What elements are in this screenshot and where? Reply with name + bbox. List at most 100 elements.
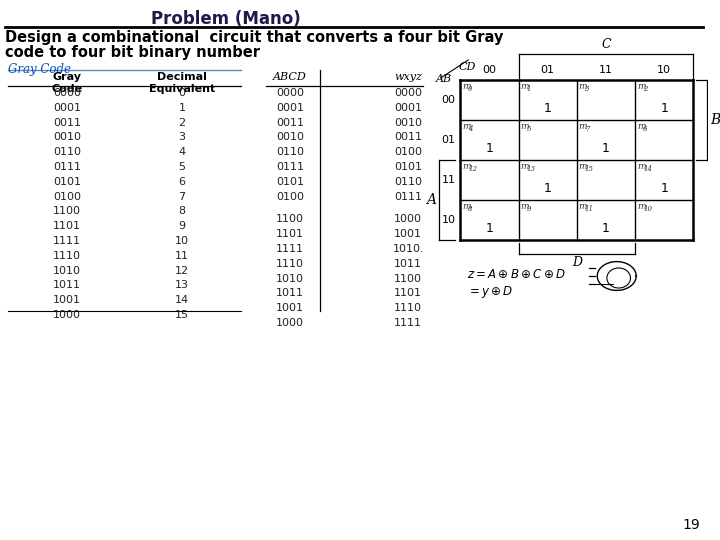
Text: 3: 3 bbox=[179, 132, 186, 143]
Text: 0000: 0000 bbox=[276, 88, 304, 98]
Text: m: m bbox=[462, 162, 471, 171]
Text: 1: 1 bbox=[485, 143, 493, 156]
Text: 1100: 1100 bbox=[53, 206, 81, 217]
Text: 0011: 0011 bbox=[394, 132, 422, 143]
Text: 1000: 1000 bbox=[394, 214, 422, 225]
Text: C: C bbox=[601, 38, 611, 51]
Text: 0001: 0001 bbox=[394, 103, 422, 113]
Text: m: m bbox=[579, 122, 588, 131]
Text: 2: 2 bbox=[179, 118, 186, 127]
Text: 1110: 1110 bbox=[276, 259, 304, 269]
Text: 10: 10 bbox=[657, 65, 671, 75]
Text: 14: 14 bbox=[175, 295, 189, 305]
Text: Design a combinational  circuit that converts a four bit Gray: Design a combinational circuit that conv… bbox=[5, 30, 503, 45]
Text: 1010.: 1010. bbox=[392, 244, 424, 254]
Text: 10: 10 bbox=[175, 236, 189, 246]
Text: 10: 10 bbox=[643, 205, 652, 213]
Text: 8: 8 bbox=[468, 205, 473, 213]
Text: 5: 5 bbox=[526, 125, 531, 133]
Text: 1111: 1111 bbox=[394, 318, 422, 328]
Text: 0011: 0011 bbox=[276, 118, 304, 127]
Text: 1010: 1010 bbox=[53, 266, 81, 275]
Text: 11: 11 bbox=[585, 205, 594, 213]
Text: 0000: 0000 bbox=[53, 88, 81, 98]
Text: 0100: 0100 bbox=[276, 192, 304, 201]
Text: m: m bbox=[637, 162, 646, 171]
Text: 1: 1 bbox=[660, 102, 668, 116]
Text: 0101: 0101 bbox=[394, 162, 422, 172]
Text: 11: 11 bbox=[441, 175, 456, 185]
Text: CD: CD bbox=[459, 62, 476, 72]
Text: 1110: 1110 bbox=[53, 251, 81, 261]
Text: 00: 00 bbox=[441, 95, 456, 105]
Text: m: m bbox=[637, 82, 646, 91]
Text: 4: 4 bbox=[468, 125, 473, 133]
Text: m: m bbox=[521, 122, 529, 131]
Text: m: m bbox=[579, 82, 588, 91]
Text: 1: 1 bbox=[179, 103, 186, 113]
Text: 9: 9 bbox=[526, 205, 531, 213]
Text: 7: 7 bbox=[179, 192, 186, 201]
Text: 0111: 0111 bbox=[394, 192, 422, 201]
Text: 1: 1 bbox=[660, 183, 668, 195]
Text: 6: 6 bbox=[643, 125, 647, 133]
Text: 0: 0 bbox=[468, 85, 473, 93]
Text: 0101: 0101 bbox=[53, 177, 81, 187]
Text: 0011: 0011 bbox=[53, 118, 81, 127]
Text: 0010: 0010 bbox=[394, 118, 422, 127]
Text: 19: 19 bbox=[683, 518, 701, 532]
Text: 0110: 0110 bbox=[276, 147, 304, 157]
Text: 0100: 0100 bbox=[394, 147, 422, 157]
Text: 0111: 0111 bbox=[276, 162, 304, 172]
Text: 0100: 0100 bbox=[53, 192, 81, 201]
Text: B: B bbox=[710, 113, 720, 127]
Text: 0001: 0001 bbox=[53, 103, 81, 113]
Text: code to four bit binary number: code to four bit binary number bbox=[5, 45, 260, 60]
Text: 2: 2 bbox=[643, 85, 647, 93]
Text: 1000: 1000 bbox=[276, 318, 304, 328]
Text: 8: 8 bbox=[179, 206, 186, 217]
Text: Decimal
Equivalent: Decimal Equivalent bbox=[149, 72, 215, 93]
Text: wxyz: wxyz bbox=[395, 72, 422, 82]
Text: m: m bbox=[521, 82, 529, 91]
Text: 14: 14 bbox=[643, 165, 652, 173]
Text: m: m bbox=[637, 202, 646, 211]
Text: 1011: 1011 bbox=[276, 288, 304, 299]
Text: $= y \oplus D$: $= y \oplus D$ bbox=[467, 284, 513, 300]
Text: 1001: 1001 bbox=[53, 295, 81, 305]
Text: m: m bbox=[579, 202, 588, 211]
Text: A: A bbox=[426, 193, 436, 207]
Text: 1: 1 bbox=[544, 183, 552, 195]
Text: Gray Code: Gray Code bbox=[8, 63, 71, 76]
Text: 1: 1 bbox=[544, 102, 552, 116]
Text: 10: 10 bbox=[441, 215, 456, 225]
Text: 0000: 0000 bbox=[394, 88, 422, 98]
Text: 11: 11 bbox=[175, 251, 189, 261]
Text: m: m bbox=[637, 122, 646, 131]
Text: 7: 7 bbox=[585, 125, 589, 133]
Text: 0: 0 bbox=[179, 88, 186, 98]
Text: 01: 01 bbox=[441, 135, 456, 145]
Text: 1000: 1000 bbox=[53, 310, 81, 320]
Text: AB: AB bbox=[436, 74, 452, 84]
Text: 1: 1 bbox=[602, 222, 610, 235]
Text: 1001: 1001 bbox=[276, 303, 304, 313]
Text: 4: 4 bbox=[179, 147, 186, 157]
Text: 0010: 0010 bbox=[53, 132, 81, 143]
Text: 1101: 1101 bbox=[276, 229, 304, 239]
Text: m: m bbox=[579, 162, 588, 171]
Text: 3: 3 bbox=[585, 85, 589, 93]
Text: 1101: 1101 bbox=[53, 221, 81, 231]
Text: m: m bbox=[462, 122, 471, 131]
Text: 1011: 1011 bbox=[394, 259, 422, 269]
Text: 12: 12 bbox=[468, 165, 477, 173]
Text: Problem (Mano): Problem (Mano) bbox=[151, 10, 301, 28]
Text: 1: 1 bbox=[485, 222, 493, 235]
Text: 0101: 0101 bbox=[276, 177, 304, 187]
Text: m: m bbox=[462, 82, 471, 91]
Text: 1010: 1010 bbox=[276, 274, 304, 284]
Text: 0010: 0010 bbox=[276, 132, 304, 143]
Text: 1101: 1101 bbox=[394, 288, 422, 299]
Text: 1: 1 bbox=[526, 85, 531, 93]
Text: 5: 5 bbox=[179, 162, 186, 172]
